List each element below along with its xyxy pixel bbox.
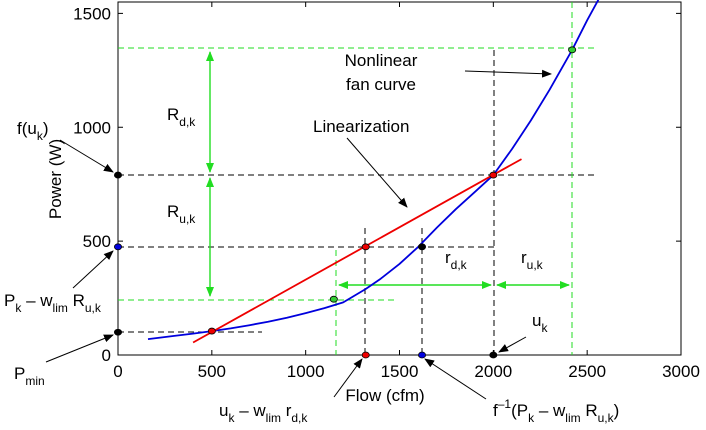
pk-main: P xyxy=(4,291,15,310)
y-axis: 0 500 1000 1500 xyxy=(73,4,681,365)
data-point-marker xyxy=(568,46,577,54)
data-point-marker xyxy=(207,327,216,335)
arrow-fan-curve xyxy=(464,69,552,78)
arrow-pmin xyxy=(45,334,114,363)
y-axis-title: Power (W) xyxy=(46,139,65,219)
data-point-marker xyxy=(418,243,427,251)
x-axis: 0 500 1000 1500 2000 2500 3000 xyxy=(113,2,700,381)
y-tick-label: 1000 xyxy=(73,118,111,137)
f-uk-main: f(u xyxy=(17,119,37,138)
x-tick-label: 500 xyxy=(198,362,226,381)
x-tick-label: 2500 xyxy=(568,362,606,381)
x-tick-label: 1500 xyxy=(381,362,419,381)
arrow-uk-wlim xyxy=(333,358,363,398)
uw-u: u xyxy=(219,401,228,420)
data-point-marker xyxy=(114,328,123,336)
R-uk-main: R xyxy=(167,202,179,221)
arrow-uk xyxy=(498,336,527,353)
arrow-linearization xyxy=(346,137,408,208)
arrow-fuk xyxy=(59,139,114,173)
f-uk-close: ) xyxy=(43,119,49,138)
uw-minus-w: – w xyxy=(234,401,266,420)
green-guides xyxy=(118,2,598,355)
uw-w-sub: lim xyxy=(266,411,281,425)
pmin-sub: min xyxy=(25,374,44,388)
data-point-marker xyxy=(114,243,123,251)
pmin-main: P xyxy=(14,364,25,383)
pk-r: R xyxy=(68,291,85,310)
series-layer xyxy=(147,0,600,344)
label-uk-wlim-rdk: uk – wlim rd,k xyxy=(219,401,308,425)
uk-main: u xyxy=(532,311,541,330)
series-line-nonlinear-fan-curve xyxy=(147,0,600,340)
marker-layer xyxy=(114,46,577,359)
x-tick-label: 2000 xyxy=(474,362,512,381)
finv-sup: –1 xyxy=(498,397,512,411)
data-point-marker xyxy=(418,351,427,359)
finv-f: f xyxy=(493,401,498,420)
label-linearization: Linearization xyxy=(313,117,409,136)
y-tick-label: 500 xyxy=(83,232,111,251)
finv-r-sub: u,k xyxy=(598,411,615,425)
uw-r-sub: d,k xyxy=(291,411,308,425)
y-tick-label: 0 xyxy=(102,346,111,365)
label-fan-curve-line2: fan curve xyxy=(346,75,416,94)
annotation-arrows xyxy=(45,69,552,400)
label-R-dk: Rd,k xyxy=(167,105,196,129)
finv-r: R xyxy=(581,401,598,420)
x-axis-title: Flow (cfm) xyxy=(345,386,424,405)
label-uk: uk xyxy=(532,311,548,335)
label-R-uk: Ru,k xyxy=(167,202,196,226)
finv-minus-w: – w xyxy=(534,401,566,420)
label-pk-wlim-ruk: Pk – wlim Ru,k xyxy=(4,291,102,315)
data-point-marker xyxy=(489,171,498,179)
r-uk-sub: u,k xyxy=(527,258,544,272)
data-point-marker xyxy=(114,171,123,179)
pk-minus-w: – w xyxy=(21,291,53,310)
arrow-pk xyxy=(72,250,114,289)
y-tick-label: 1500 xyxy=(73,4,111,23)
label-fan-curve-line1: Nonlinear xyxy=(345,51,418,70)
data-point-marker xyxy=(329,295,338,303)
uw-r: r xyxy=(281,401,292,420)
R-dk-sub: d,k xyxy=(179,115,196,129)
R-uk-sub: u,k xyxy=(179,212,196,226)
x-tick-label: 0 xyxy=(113,362,122,381)
label-f-uk: f(uk) xyxy=(17,119,49,143)
data-point-marker xyxy=(361,243,370,251)
r-dk-main: r xyxy=(445,248,451,267)
uk-sub: k xyxy=(541,321,548,335)
label-r-uk: ru,k xyxy=(521,248,544,272)
uw-u-sub: k xyxy=(228,411,235,425)
r-uk-main: r xyxy=(521,248,527,267)
data-point-marker xyxy=(361,351,370,359)
x-tick-label: 3000 xyxy=(662,362,700,381)
r-dk-sub: d,k xyxy=(451,258,468,272)
finv-w-sub: lim xyxy=(565,411,580,425)
label-r-dk: rd,k xyxy=(445,248,468,272)
f-uk-sub: k xyxy=(37,129,44,143)
arrow-finv xyxy=(424,358,487,400)
finv-close: ) xyxy=(614,401,620,420)
R-dk-main: R xyxy=(167,105,179,124)
pk-sub: k xyxy=(15,301,22,315)
green-arrows xyxy=(206,51,570,297)
pk-r-sub: u,k xyxy=(85,301,102,315)
data-point-marker xyxy=(489,351,498,359)
label-pmin: Pmin xyxy=(14,364,45,388)
x-tick-label: 1000 xyxy=(287,362,325,381)
label-finv: f–1(Pk – wlim Ru,k) xyxy=(493,397,619,425)
series-line-linearization xyxy=(192,158,522,344)
finv-p-sub: k xyxy=(528,411,535,425)
pk-w-sub: lim xyxy=(53,301,68,315)
finv-open: (P xyxy=(511,401,528,420)
